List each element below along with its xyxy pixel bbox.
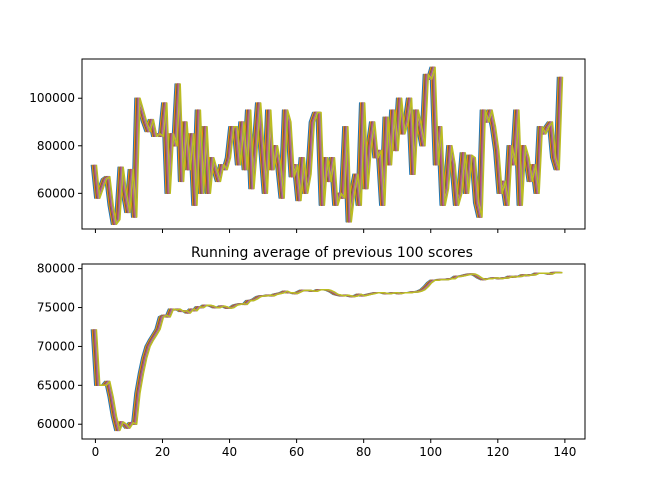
series-line-1 xyxy=(90,271,558,432)
series-line-3 xyxy=(92,271,560,432)
y-tick-label: 70000 xyxy=(37,339,75,353)
y-tick-label: 80000 xyxy=(37,139,75,153)
y-tick-label: 60000 xyxy=(37,417,75,431)
y-tick-label: 60000 xyxy=(37,186,75,200)
series-line-9 xyxy=(95,271,563,432)
series-line-6 xyxy=(94,271,561,432)
bottom-chart-title: Running average of previous 100 scores xyxy=(191,245,473,261)
x-tick-label: 80 xyxy=(356,445,371,459)
x-tick-label: 20 xyxy=(155,445,170,459)
x-tick-label: 120 xyxy=(486,445,509,459)
x-tick-label: 40 xyxy=(222,445,237,459)
y-tick-label: 100000 xyxy=(29,91,75,105)
series-line-7 xyxy=(94,271,562,432)
top-axes: 60000 80000 100000 xyxy=(29,58,586,233)
series-line-8 xyxy=(95,271,562,432)
axes-frame xyxy=(81,58,586,230)
series-group xyxy=(90,66,564,225)
y-tick-label: 80000 xyxy=(37,262,75,276)
series-line-5 xyxy=(93,271,561,432)
x-tick-label: 100 xyxy=(419,445,442,459)
y-tick-label: 65000 xyxy=(37,378,75,392)
x-tick-label: 0 xyxy=(92,445,100,459)
series-line-9 xyxy=(95,66,564,225)
x-tick-label: 140 xyxy=(553,445,576,459)
series-group xyxy=(90,271,563,432)
bottom-axes: Running average of previous 100 scores 0… xyxy=(37,245,586,459)
y-tick-label: 75000 xyxy=(37,301,75,315)
x-tick-label: 60 xyxy=(289,445,304,459)
axes-frame xyxy=(81,263,586,440)
series-line-2 xyxy=(91,271,559,432)
series-line-4 xyxy=(93,271,560,432)
